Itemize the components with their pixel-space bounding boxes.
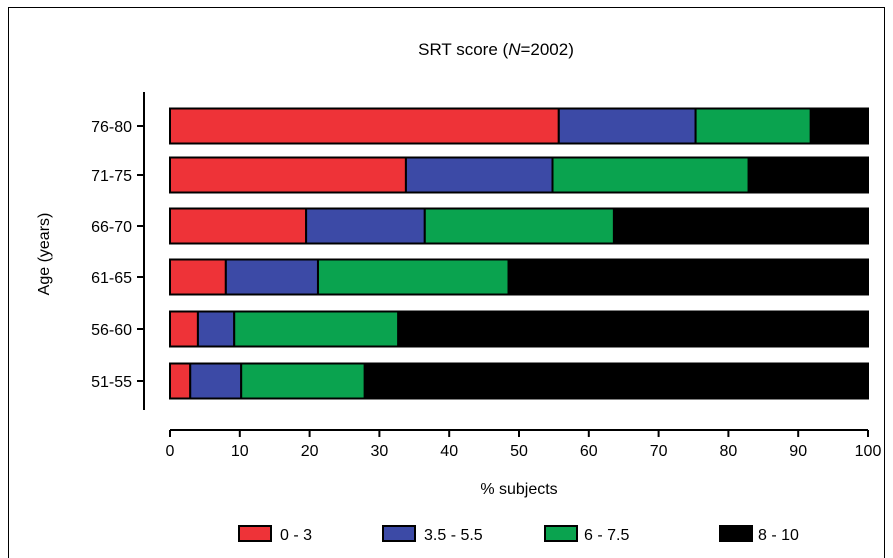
- bar-51-55-seg-3: [240, 362, 366, 400]
- y-tick-label: 61-65: [91, 270, 132, 287]
- x-tick-label: 0: [166, 443, 175, 460]
- y-axis-label: Age (years): [36, 213, 53, 296]
- bar-66-70-seg-1: [169, 207, 308, 245]
- legend-label-2: 3.5 - 5.5: [424, 527, 483, 544]
- y-axis: 76-80 71-75 66-70 61-65 56-60 51-55: [91, 92, 145, 410]
- bar-66-70-seg-4: [612, 207, 869, 245]
- bar-71-75-seg-4: [747, 156, 870, 194]
- bar-76-80-seg-4: [809, 107, 869, 145]
- x-tick-label: 100: [855, 443, 882, 460]
- bar-51-55-seg-2: [189, 362, 243, 400]
- x-tick-label: 60: [580, 443, 598, 460]
- legend-label-1: 0 - 3: [280, 527, 312, 544]
- bar-66-70-seg-2: [305, 207, 426, 245]
- bar-56-60-seg-3: [233, 310, 400, 348]
- bar-66-70-seg-3: [423, 207, 615, 245]
- bar-61-65-seg-3: [316, 258, 510, 296]
- x-tick-label: 20: [301, 443, 319, 460]
- x-tick-label: 90: [789, 443, 807, 460]
- x-axis: 0 10 20 30 40 50 60 70 80 90 100: [166, 429, 882, 460]
- bar-76-80-seg-3: [694, 107, 812, 145]
- y-tick-label: 76-80: [91, 119, 132, 136]
- x-tick-label: 40: [440, 443, 458, 460]
- bar-56-60-seg-4: [397, 310, 869, 348]
- legend: 0 - 3 3.5 - 5.5 6 - 7.5 8 - 10: [238, 525, 799, 544]
- bar-71-75-seg-3: [551, 156, 750, 194]
- bar-61-65-seg-2: [224, 258, 319, 296]
- x-tick-label: 30: [371, 443, 389, 460]
- y-tick-label: 71-75: [91, 168, 132, 185]
- bar-51-55-seg-1: [169, 362, 192, 400]
- title-suffix: =2002): [520, 40, 573, 59]
- y-tick-label: 51-55: [91, 374, 132, 391]
- bar-76-80-seg-1: [169, 107, 560, 145]
- x-axis-label: % subjects: [480, 481, 557, 498]
- bar-76-80-seg-2: [557, 107, 697, 145]
- bar-61-65-seg-4: [507, 258, 869, 296]
- legend-label-3: 6 - 7.5: [584, 527, 629, 544]
- title-prefix: SRT score (: [418, 40, 508, 59]
- x-tick-label: 10: [231, 443, 249, 460]
- legend-swatch-4: [719, 525, 753, 542]
- legend-swatch-2: [382, 525, 416, 542]
- legend-label-4: 8 - 10: [758, 527, 799, 544]
- y-tick-label: 66-70: [91, 219, 132, 236]
- bar-71-75-seg-1: [169, 156, 407, 194]
- legend-swatch-3: [544, 525, 578, 542]
- bar-56-60-seg-1: [169, 310, 199, 348]
- y-tick-label: 56-60: [91, 322, 132, 339]
- bar-71-75-seg-2: [404, 156, 554, 194]
- x-tick-label: 50: [510, 443, 528, 460]
- bar-51-55-seg-4: [363, 362, 869, 400]
- bars-group: [169, 107, 870, 400]
- bar-61-65-seg-1: [169, 258, 227, 296]
- chart-title: SRT score (N=2002): [418, 40, 574, 59]
- bar-56-60-seg-2: [196, 310, 236, 348]
- x-tick-label: 70: [650, 443, 668, 460]
- x-tick-label: 80: [720, 443, 738, 460]
- legend-swatch-1: [238, 525, 272, 542]
- title-italic: N: [508, 40, 521, 59]
